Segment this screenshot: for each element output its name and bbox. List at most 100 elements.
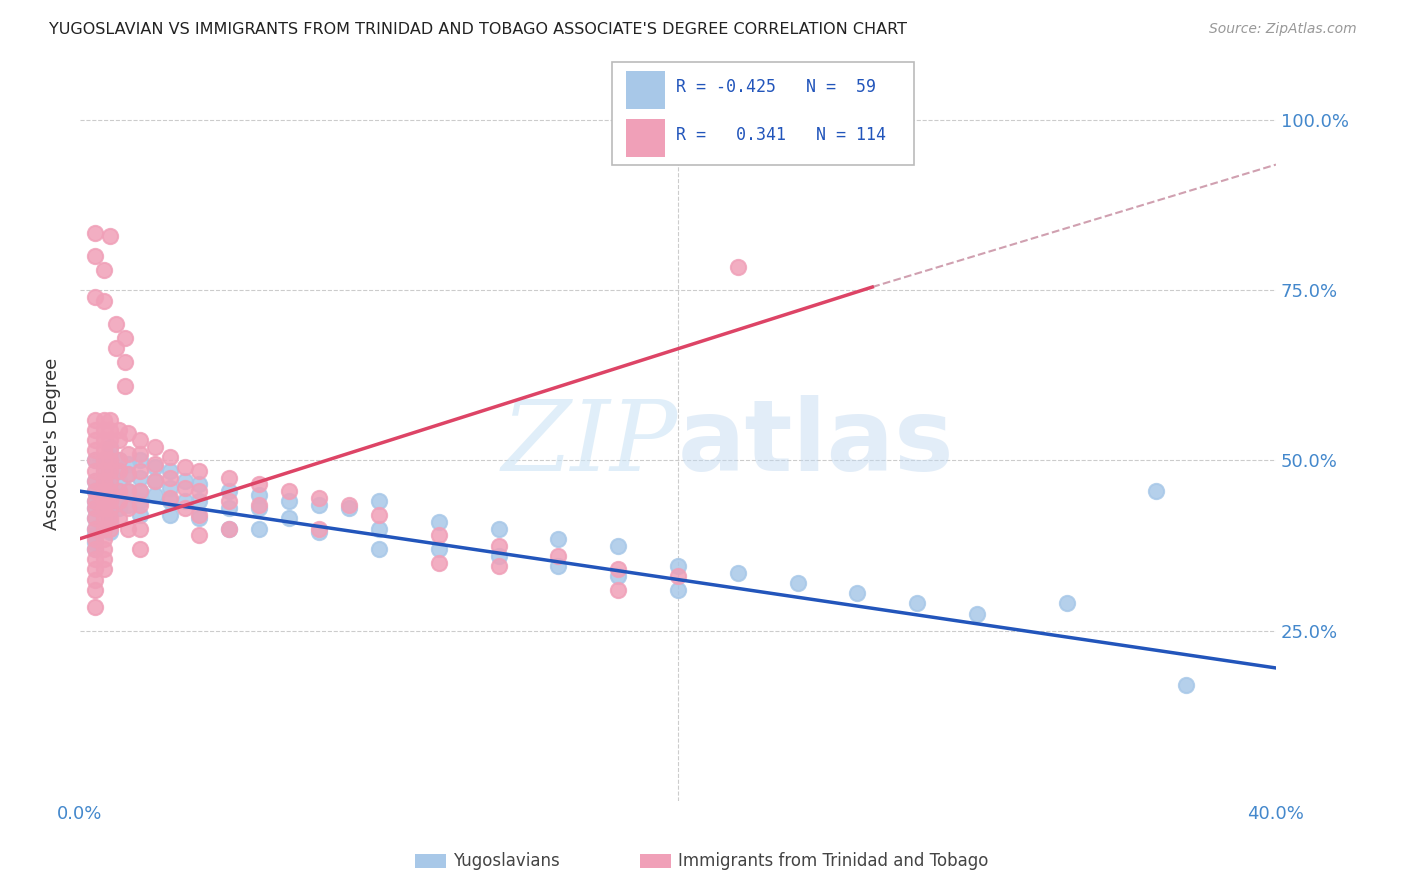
Text: R =   0.341   N = 114: R = 0.341 N = 114 [676,127,886,145]
Point [93,522,115,536]
Point [143,474,166,488]
Point [488,522,510,536]
Point [117,484,139,499]
Point [107,464,129,478]
Point [159,508,181,522]
Text: atlas: atlas [678,395,955,492]
Point [93,293,115,308]
Point [93,453,115,467]
Point [107,464,129,478]
Point [188,464,211,478]
Point [308,522,330,536]
Point [128,522,150,536]
Point [83,511,105,525]
Point [786,576,808,591]
Y-axis label: Associate's Degree: Associate's Degree [44,358,60,530]
Point [117,501,139,516]
Point [159,464,181,478]
Point [547,549,569,563]
Point [128,470,150,484]
Point [93,541,115,556]
Point [607,562,630,576]
Point [93,263,115,277]
Point [98,443,121,458]
Point [83,494,105,508]
Point [173,474,195,488]
Point [337,501,360,516]
Point [143,460,166,475]
Point [93,443,115,458]
Point [114,378,136,392]
Point [117,467,139,482]
Point [104,341,127,355]
Point [727,566,749,580]
Text: R = -0.425   N =  59: R = -0.425 N = 59 [676,78,876,96]
Point [117,484,139,499]
Point [308,524,330,539]
Point [104,318,127,332]
Point [83,474,105,488]
Point [128,484,150,499]
Point [188,511,211,525]
Point [93,562,115,576]
Point [117,467,139,482]
Point [98,470,121,484]
Point [98,412,121,426]
Point [427,515,450,529]
Point [143,440,166,454]
Text: Immigrants from Trinidad and Tobago: Immigrants from Trinidad and Tobago [678,852,988,870]
Point [128,453,150,467]
Point [93,474,115,488]
Point [337,498,360,512]
Point [93,464,115,478]
Point [247,487,270,501]
Point [308,491,330,505]
Point [83,484,105,499]
Point [128,433,150,447]
Point [83,511,105,525]
Point [83,582,105,597]
Point [159,470,181,484]
Point [117,426,139,441]
Point [83,541,105,556]
Point [117,522,139,536]
Point [128,498,150,512]
Point [128,508,150,522]
Point [98,494,121,508]
Point [188,477,211,491]
Point [114,331,136,345]
Point [83,522,105,536]
Point [83,484,105,499]
Point [83,226,105,240]
Point [117,447,139,461]
Point [367,494,389,508]
Point [83,552,105,566]
Point [278,484,301,499]
Point [98,453,121,467]
Text: Source: ZipAtlas.com: Source: ZipAtlas.com [1209,22,1357,37]
Point [188,494,211,508]
Point [666,582,689,597]
Point [143,457,166,471]
Point [367,522,389,536]
Point [98,501,121,516]
Point [114,355,136,369]
Point [905,596,928,610]
Point [159,494,181,508]
Point [93,494,115,508]
Point [98,494,121,508]
Point [607,582,630,597]
Point [83,464,105,478]
Point [308,498,330,512]
Point [278,494,301,508]
Point [159,450,181,464]
Text: ZIP: ZIP [502,396,678,491]
Point [83,494,105,508]
Point [247,477,270,491]
Point [607,539,630,553]
Point [83,522,105,536]
Point [93,464,115,478]
Point [98,474,121,488]
Point [427,528,450,542]
Point [107,484,129,499]
